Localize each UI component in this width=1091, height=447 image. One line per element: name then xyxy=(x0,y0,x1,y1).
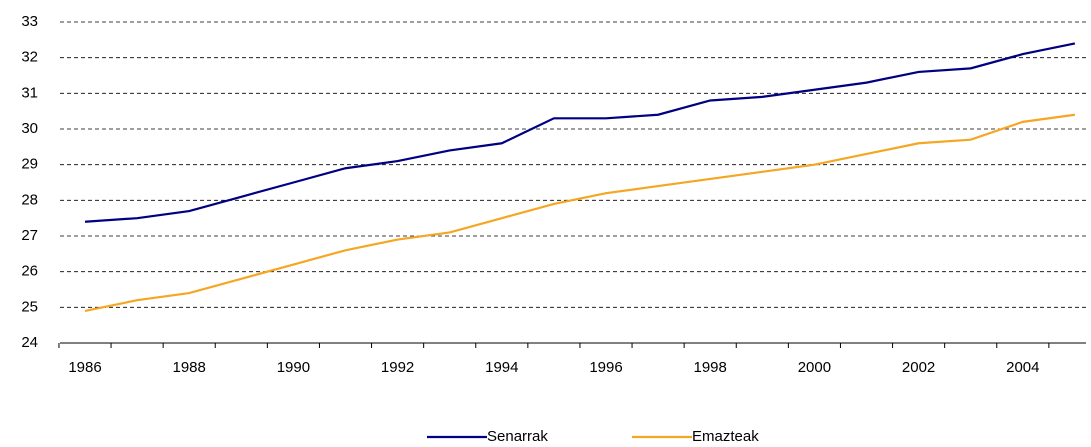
x-tick-label: 2000 xyxy=(798,359,831,376)
series-line xyxy=(84,42,1076,223)
legend-label: Emazteak xyxy=(692,428,759,445)
y-tick-label: 26 xyxy=(21,263,38,280)
y-tick-label: 29 xyxy=(21,156,38,173)
y-tick-label: 33 xyxy=(21,13,38,30)
x-tick-label: 1994 xyxy=(485,359,518,376)
x-tick-label: 2004 xyxy=(1006,359,1039,376)
x-tick-label: 1986 xyxy=(68,359,101,376)
x-tick-label: 1988 xyxy=(173,359,206,376)
y-tick-label: 28 xyxy=(21,191,38,208)
x-tick-label: 1992 xyxy=(381,359,414,376)
y-tick-label: 31 xyxy=(21,84,38,101)
y-tick-label: 32 xyxy=(21,49,38,66)
x-tick-label: 1998 xyxy=(694,359,727,376)
x-tick-label: 1996 xyxy=(589,359,622,376)
y-tick-label: 27 xyxy=(21,227,38,244)
y-tick-label: 25 xyxy=(21,298,38,315)
series-line xyxy=(84,113,1076,312)
y-tick-label: 24 xyxy=(21,334,38,351)
x-tick-label: 1990 xyxy=(277,359,310,376)
x-tick-label: 2002 xyxy=(902,359,935,376)
y-tick-label: 30 xyxy=(21,120,38,137)
legend-label: Senarrak xyxy=(487,428,548,445)
